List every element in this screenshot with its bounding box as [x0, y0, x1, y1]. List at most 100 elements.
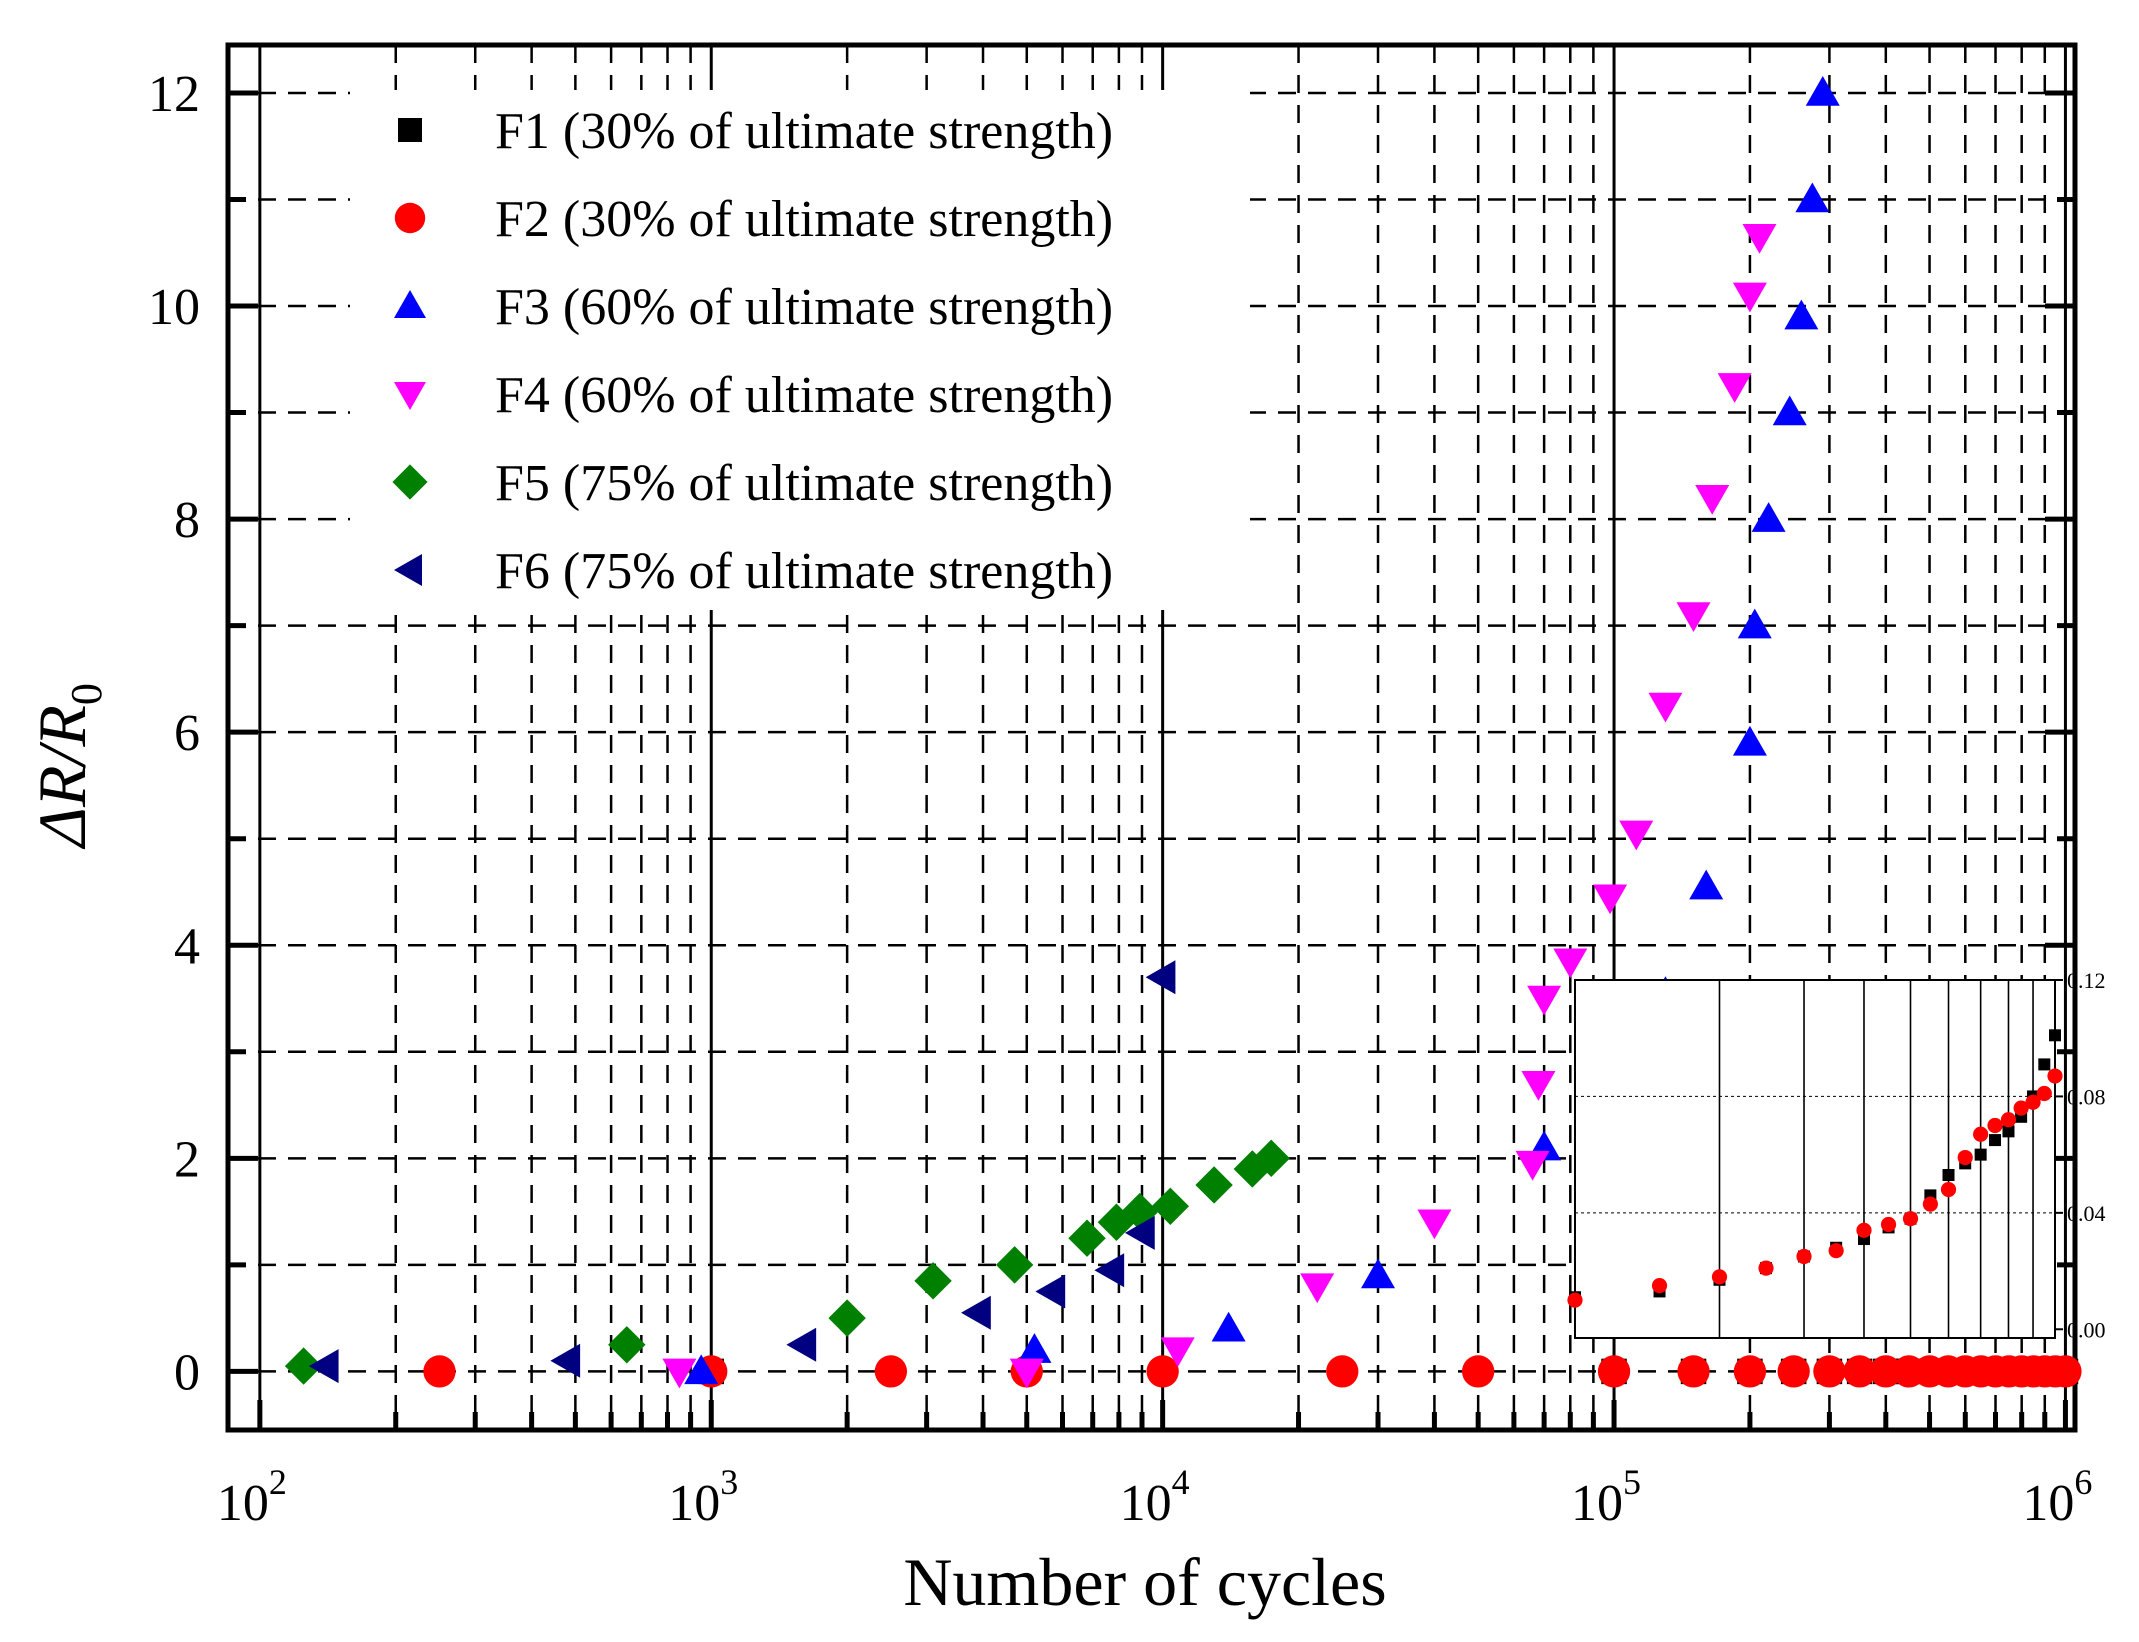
data-point [1097, 1203, 1136, 1241]
inset-data-point [1711, 1269, 1728, 1285]
inset-y-tick-label: 0.04 [2067, 1201, 2106, 1226]
y-tick-label: 0 [174, 1344, 200, 1401]
data-point [2049, 1355, 2082, 1388]
inset-series-2 [1567, 1068, 2063, 1308]
data-point [874, 1355, 908, 1388]
data-point [284, 1347, 323, 1385]
inset-chart: 0.00 0.04 0.08 0.12 [1567, 968, 2106, 1342]
legend-label: F3 (60% of ultimate strength) [495, 279, 1113, 336]
legend-marker [394, 202, 426, 234]
data-point [1252, 1139, 1290, 1178]
legend-marker [394, 554, 422, 586]
data-point [1462, 1355, 1495, 1388]
y-tick-label: 10 [148, 279, 200, 336]
inset-data-point [1828, 1243, 1844, 1259]
inset-data-point [1973, 1126, 1989, 1142]
data-point [828, 1299, 866, 1337]
data-point [1326, 1355, 1359, 1388]
data-point [1211, 1311, 1246, 1342]
data-point [1751, 502, 1786, 532]
series-5 [284, 1139, 1290, 1385]
data-point [1695, 485, 1730, 515]
legend-label: F5 (75% of ultimate strength) [495, 455, 1113, 512]
data-point [1145, 960, 1176, 995]
inset-data-point [2036, 1085, 2052, 1102]
legend-marker [398, 118, 422, 142]
inset-data-point [1942, 1169, 1955, 1182]
data-point [1777, 1355, 1810, 1388]
inset-data-point [2013, 1100, 2029, 1116]
data-point [1805, 75, 1840, 106]
inset-data-point [1940, 1181, 1957, 1198]
data-point [1813, 1355, 1846, 1388]
inset-data-point [1902, 1211, 1919, 1227]
inset-data-point [1856, 1222, 1872, 1238]
data-point [961, 1295, 991, 1330]
x-tick-label: 106 [2022, 1462, 2092, 1532]
legend: F1 (30% of ultimate strength) F2 (30% of … [350, 90, 1250, 610]
y-tick-label: 8 [174, 492, 200, 549]
data-point [1717, 373, 1752, 403]
data-point [914, 1262, 952, 1300]
inset-data-point [2047, 1068, 2063, 1084]
data-point [1597, 1355, 1631, 1388]
data-point [1151, 1187, 1190, 1225]
y-axis-label-subscript: 0 [62, 683, 111, 705]
legend-label: F2 (30% of ultimate strength) [495, 191, 1113, 248]
inset-data-point [1974, 1148, 1987, 1161]
legend-background [350, 90, 1250, 610]
data-point [1795, 182, 1830, 213]
data-point [1784, 299, 1819, 330]
series-6 [308, 960, 1176, 1384]
data-point [786, 1327, 817, 1362]
series-2 [423, 1355, 2082, 1388]
plot-border [225, 42, 2078, 1433]
data-point [1521, 1071, 1556, 1101]
data-point [1017, 1333, 1052, 1363]
data-point [1676, 602, 1711, 632]
y-tick-label: 4 [174, 918, 200, 975]
data-point [1124, 1215, 1155, 1250]
data-point [1742, 224, 1777, 254]
data-point [1195, 1166, 1233, 1204]
data-point [1593, 884, 1628, 915]
svg-text:ΔR/R0: ΔR/R0 [24, 683, 111, 850]
inset-data-point [1987, 1117, 2003, 1134]
data-point [1732, 725, 1767, 756]
data-point [1648, 692, 1683, 723]
inset-data-point [1758, 1260, 1774, 1276]
inset-data-point [2025, 1094, 2041, 1110]
y-axis-label: ΔR/R0 [24, 683, 111, 850]
legend-marker [392, 464, 428, 500]
data-point [1300, 1273, 1335, 1304]
data-point [1009, 1358, 1044, 1389]
inset-data-point [1880, 1216, 1897, 1233]
data-point [1732, 282, 1767, 313]
data-point [1737, 608, 1772, 639]
legend-marker [394, 290, 426, 318]
series-4 [662, 224, 1777, 1389]
data-point [1417, 1209, 1452, 1240]
data-point [1121, 1192, 1159, 1231]
data-point [1094, 1253, 1125, 1288]
x-tick-label: 103 [668, 1462, 738, 1532]
inset-data-point [2038, 1058, 2051, 1071]
plot-frame [225, 42, 2078, 1433]
data-point [1843, 1355, 1876, 1388]
inset-data-point [1651, 1278, 1668, 1294]
y-axis-label-main: ΔR/R [24, 705, 100, 850]
inset-data-point [2002, 1125, 2015, 1138]
inset-y-tick-label: 0.00 [2067, 1317, 2106, 1342]
data-point [684, 1354, 719, 1385]
x-axis-label: Number of cycles [903, 1544, 1386, 1620]
data-point [1515, 1150, 1550, 1181]
data-point [1619, 820, 1654, 851]
data-point [1733, 1355, 1767, 1388]
legend-label: F1 (30% of ultimate strength) [495, 103, 1113, 160]
data-point [1772, 395, 1807, 426]
inset-data-point [1957, 1149, 1973, 1166]
legend-label: F4 (60% of ultimate strength) [495, 367, 1113, 424]
data-point [308, 1349, 339, 1384]
inset-data-point [1989, 1134, 2002, 1147]
